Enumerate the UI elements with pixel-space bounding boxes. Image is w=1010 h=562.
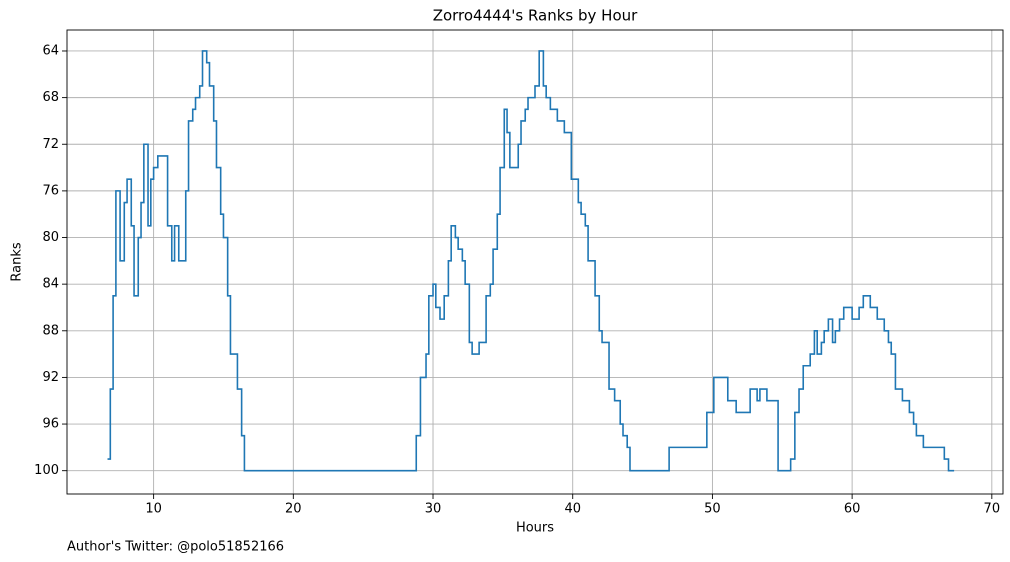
line-series [107, 50, 955, 472]
y-tick-label: 96 [42, 417, 59, 432]
y-tick-label: 100 [34, 463, 59, 478]
chart-title: Zorro4444's Ranks by Hour [433, 7, 638, 25]
x-tick-label: 40 [564, 502, 581, 517]
x-tick-label: 10 [145, 502, 162, 517]
y-tick-label: 84 [42, 277, 59, 292]
y-tick-label: 80 [42, 230, 59, 245]
plot-frame [66, 29, 1004, 495]
x-tick-label: 20 [285, 502, 302, 517]
y-axis-label: Ranks [10, 242, 25, 281]
x-axis-label: Hours [516, 521, 554, 536]
y-tick-label: 68 [42, 90, 59, 105]
y-tick-label: 72 [42, 137, 59, 152]
x-tick-label: 70 [984, 502, 1001, 517]
x-tick-label: 30 [425, 502, 442, 517]
x-tick-label: 60 [844, 502, 861, 517]
y-tick-label: 88 [42, 323, 59, 338]
annotation: Author's Twitter: @polo51852166 [67, 540, 284, 555]
y-tick-label: 64 [42, 43, 59, 58]
x-tick-label: 50 [704, 502, 721, 517]
y-tick-label: 92 [42, 370, 59, 385]
y-tick-label: 76 [42, 183, 59, 198]
